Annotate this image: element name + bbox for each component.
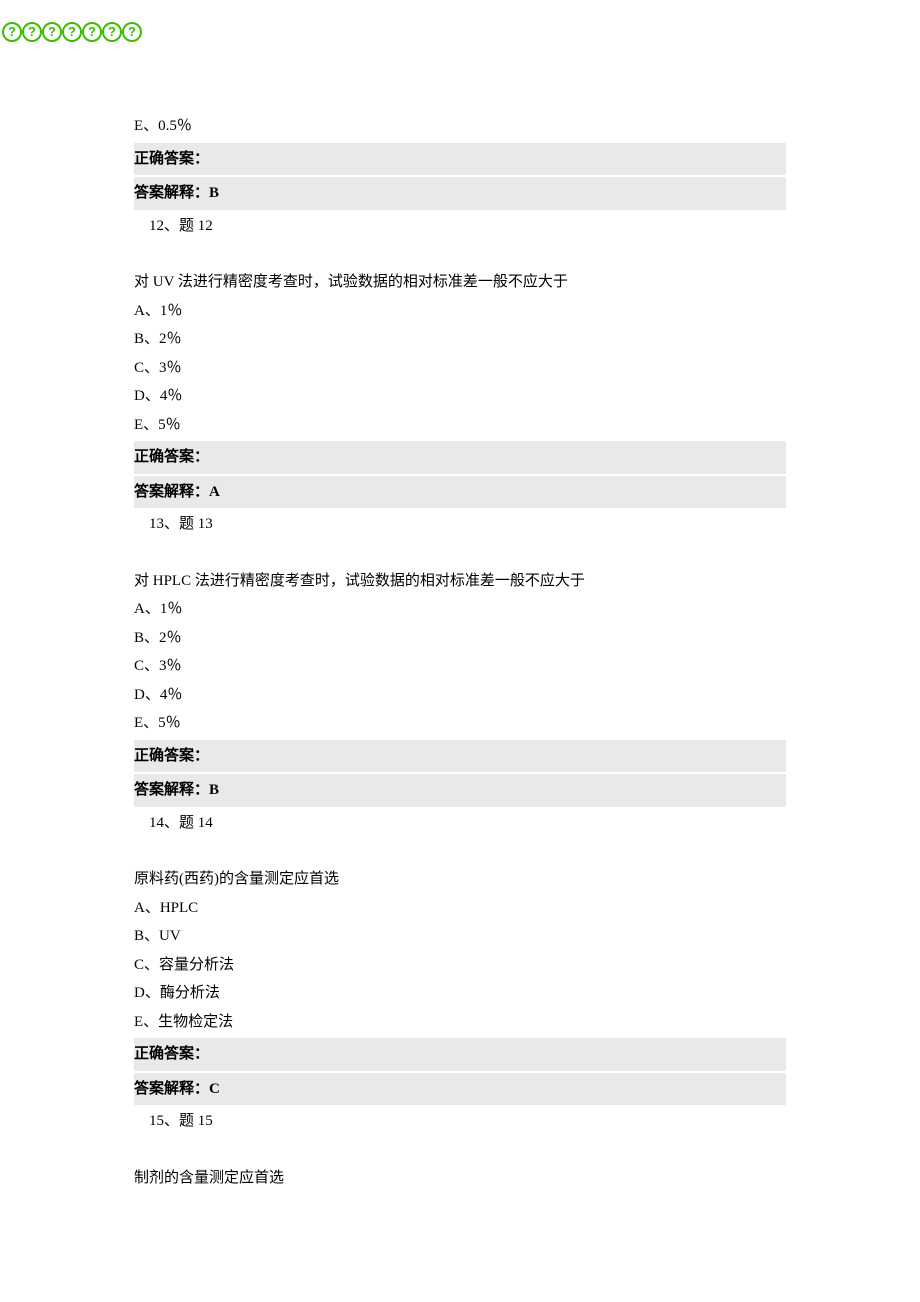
answer-explain-value: B (209, 185, 219, 201)
answer-explain-value: A (209, 484, 220, 500)
answer-explain-label: 答案解释： (134, 484, 209, 500)
option-a: A、HPLC (134, 894, 786, 923)
watermark-char: ? (102, 22, 122, 42)
option-a: A、1％ (134, 297, 786, 326)
question-number: 14、题 14 (134, 809, 786, 838)
option-c: C、容量分析法 (134, 951, 786, 980)
option-d: D、4％ (134, 382, 786, 411)
watermark-char: ? (2, 22, 22, 42)
spacer (134, 1136, 786, 1164)
option-b: B、2％ (134, 624, 786, 653)
option-c: C、3％ (134, 354, 786, 383)
question-number: 15、题 15 (134, 1107, 786, 1136)
correct-answer-row: 正确答案： (134, 740, 786, 773)
answer-explain-label: 答案解释： (134, 1081, 209, 1097)
option-c: C、3％ (134, 652, 786, 681)
answer-explain-label: 答案解释： (134, 185, 209, 201)
answer-explain-row: 答案解释：A (134, 476, 786, 509)
spacer (134, 539, 786, 567)
question-number: 12、题 12 (134, 212, 786, 241)
answer-explain-label: 答案解释： (134, 782, 209, 798)
answer-explain-value: B (209, 782, 219, 798)
watermark-char: ? (22, 22, 42, 42)
option-a: A、1％ (134, 595, 786, 624)
question-stem: 对 HPLC 法进行精密度考查时，试验数据的相对标准差一般不应大于 (134, 567, 786, 596)
answer-explain-row: 答案解释：B (134, 774, 786, 807)
question-stem: 对 UV 法进行精密度考查时，试验数据的相对标准差一般不应大于 (134, 268, 786, 297)
watermark-char: ? (82, 22, 102, 42)
option-b: B、2％ (134, 325, 786, 354)
option-b: B、UV (134, 922, 786, 951)
answer-explain-row: 答案解释：B (134, 177, 786, 210)
correct-answer-row: 正确答案： (134, 1038, 786, 1071)
spacer (134, 837, 786, 865)
watermark-char: ? (122, 22, 142, 42)
correct-answer-label: 正确答案： (134, 449, 209, 465)
option-e: E、生物检定法 (134, 1008, 786, 1037)
option-e: E、5％ (134, 709, 786, 738)
option-e: E、0.5％ (134, 112, 786, 141)
watermark-char: ? (62, 22, 82, 42)
watermark-char: ? (42, 22, 62, 42)
question-stem: 制剂的含量测定应首选 (134, 1164, 786, 1193)
answer-explain-value: C (209, 1081, 220, 1097)
option-e: E、5％ (134, 411, 786, 440)
answer-explain-row: 答案解释：C (134, 1073, 786, 1106)
document-body: E、0.5％ 正确答案： 答案解释：B 12、题 12 对 UV 法进行精密度考… (0, 0, 920, 1232)
spacer (134, 240, 786, 268)
option-d: D、酶分析法 (134, 979, 786, 1008)
correct-answer-row: 正确答案： (134, 441, 786, 474)
option-d: D、4％ (134, 681, 786, 710)
question-number: 13、题 13 (134, 510, 786, 539)
question-stem: 原料药(西药)的含量测定应首选 (134, 865, 786, 894)
correct-answer-label: 正确答案： (134, 1046, 209, 1062)
correct-answer-label: 正确答案： (134, 748, 209, 764)
correct-answer-label: 正确答案： (134, 151, 209, 167)
correct-answer-row: 正确答案： (134, 143, 786, 176)
watermark-row: ? ? ? ? ? ? ? (2, 22, 142, 42)
